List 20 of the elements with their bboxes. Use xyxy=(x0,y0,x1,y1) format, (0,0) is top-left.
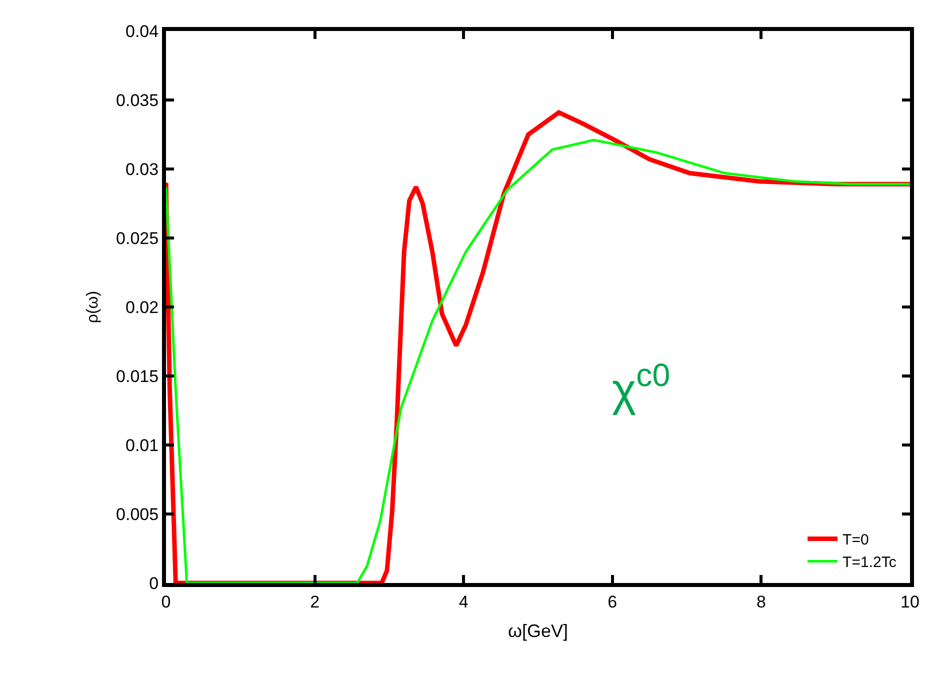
y-tick-label: 0.035 xyxy=(116,90,159,110)
legend-label: T=1.2Tc xyxy=(842,554,897,572)
y-tick-label: 0.03 xyxy=(126,160,159,179)
x-tick-label: 2 xyxy=(310,592,320,612)
y-tick-label: 0.02 xyxy=(126,298,159,317)
x-axis-title: ω[GeV] xyxy=(508,621,568,641)
y-tick-label: 0.005 xyxy=(116,504,159,524)
x-tick-label: 10 xyxy=(900,592,920,612)
annotation: χ$^{c0}$ xyxy=(612,357,670,416)
y-tick-label: 0.04 xyxy=(126,22,159,41)
y-tick-label: 0.01 xyxy=(126,436,159,455)
y-tick-label: 0 xyxy=(149,574,159,593)
y-tick-label: 0.015 xyxy=(116,366,159,386)
x-tick-label: 0 xyxy=(161,592,171,612)
x-tick-label: 4 xyxy=(458,592,468,612)
y-tick-label: 0.025 xyxy=(116,228,159,248)
y-axis-title: ρ(ω) xyxy=(84,290,102,324)
x-tick-label: 8 xyxy=(756,592,766,612)
x-tick-label: 6 xyxy=(608,592,618,612)
legend-label: T=0 xyxy=(842,532,869,549)
